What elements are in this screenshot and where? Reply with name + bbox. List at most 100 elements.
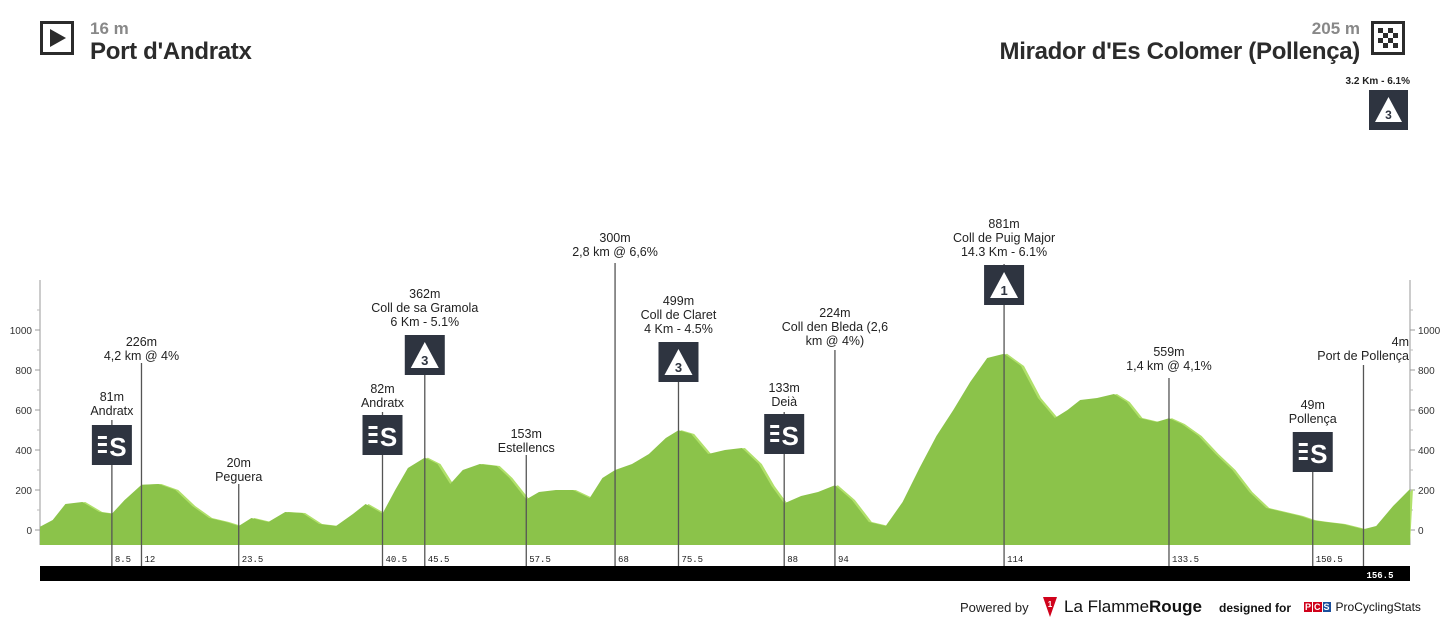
x-tick-label: 0: [42, 553, 48, 565]
annotation-label: 82m: [370, 382, 394, 396]
annotation-label: 4,2 km @ 4%: [104, 349, 179, 363]
svg-text:3: 3: [421, 353, 428, 368]
annotation-label: 2,8 km @ 6,6%: [572, 245, 658, 259]
annotation-label: Coll de Puig Major: [953, 231, 1055, 245]
x-tick-box: [1363, 567, 1400, 580]
annotation-label: 49m: [1301, 398, 1325, 412]
svg-text:S: S: [109, 432, 126, 462]
sprint-badge-icon: S: [1292, 432, 1333, 472]
y-tick-label: 400: [15, 446, 32, 457]
flamme-text-b: Rouge: [1149, 597, 1202, 616]
annotation-label: 881m: [988, 217, 1019, 231]
annotation-label: 224m: [819, 306, 850, 320]
svg-text:3: 3: [675, 360, 682, 375]
powered-by-label: Powered by: [960, 600, 1029, 615]
svg-text:S: S: [1310, 439, 1327, 469]
climb-category-badge: 3: [404, 335, 445, 375]
annotation-label: 6 Km - 5.1%: [390, 315, 459, 329]
climb-category-badge: 3: [658, 342, 699, 382]
sprint-badge-icon: S: [91, 425, 132, 465]
la-flamme-rouge-logo[interactable]: 1 La Flamme Rouge: [1043, 597, 1202, 617]
annotation-label: Coll de Claret: [641, 308, 717, 322]
annotation-label: 226m: [126, 335, 157, 349]
x-tick-label: 88: [787, 555, 798, 565]
start-icon: [40, 21, 74, 55]
x-tick-label: 12: [144, 555, 155, 565]
x-tick-label: 45.5: [428, 555, 450, 565]
x-tick-label: 133.5: [1172, 555, 1199, 565]
annotation-label: Peguera: [215, 470, 262, 484]
checkered-flag-icon: [1371, 21, 1405, 55]
annotation-label: Andratx: [361, 396, 405, 410]
annotation-label: 81m: [100, 390, 124, 404]
y-tick-label: 800: [1418, 366, 1435, 377]
annotation-label: 499m: [663, 294, 694, 308]
annotation-label: km @ 4%): [806, 334, 865, 348]
y-tick-label: 0: [26, 526, 32, 537]
annotation-label: Coll den Bleda (2,6: [782, 320, 888, 334]
annotation-label: Pollença: [1289, 412, 1337, 426]
annotation-label: 559m: [1153, 345, 1184, 359]
annotation-label: 153m: [511, 427, 542, 441]
y-tick-label: 1000: [1418, 326, 1441, 337]
x-tick-label: 94: [838, 555, 849, 565]
svg-text:3: 3: [1385, 108, 1392, 122]
y-tick-label: 1000: [10, 326, 33, 337]
svg-text:S: S: [782, 421, 799, 451]
y-tick-label: 600: [15, 406, 32, 417]
distance-bar: [40, 566, 1410, 581]
pcs-letter-s: S: [1322, 602, 1331, 612]
flamme-rouge-icon: 1: [1043, 597, 1057, 617]
x-tick-label: 57.5: [529, 555, 551, 565]
annotation-label: 133m: [769, 381, 800, 395]
annotation-label: 14.3 Km - 6.1%: [961, 245, 1047, 259]
annotation-label: 300m: [599, 231, 630, 245]
pcs-letter-p: P: [1304, 602, 1313, 612]
sprint-badge-icon: S: [764, 414, 805, 454]
pcs-letter-c: C: [1313, 602, 1322, 612]
y-tick-label: 800: [15, 366, 32, 377]
x-tick-label: 114: [1007, 555, 1023, 565]
finish-location: Mirador d'Es Colomer (Pollença): [999, 38, 1361, 65]
sprint-badge-icon: S: [362, 415, 403, 455]
y-tick-label: 0: [1418, 526, 1424, 537]
annotation-label: Andratx: [90, 404, 134, 418]
annotation-label: Port de Pollença: [1317, 349, 1409, 363]
svg-text:S: S: [380, 422, 397, 452]
start-location: Port d'Andratx: [90, 38, 252, 65]
finish-category-badge: 3: [1369, 90, 1408, 130]
profile-area: [40, 353, 1410, 545]
annotation-label: 4 Km - 4.5%: [644, 322, 713, 336]
flamme-text-a: La Flamme: [1064, 597, 1150, 616]
annotation-label: Coll de sa Gramola: [371, 301, 478, 315]
annotation-label: 4m: [1392, 335, 1409, 349]
finish-altitude: 205 m: [1311, 19, 1360, 38]
svg-text:1: 1: [1000, 283, 1007, 298]
finish-climb-info: 3.2 Km - 6.1%: [1345, 76, 1410, 87]
y-tick-label: 200: [15, 486, 32, 497]
x-tick-label: 162: [1389, 553, 1407, 565]
annotation-label: Estellencs: [498, 441, 555, 455]
x-tick-label: 150.5: [1316, 555, 1343, 565]
x-tick-label: 68: [618, 555, 629, 565]
y-tick-label: 600: [1418, 406, 1435, 417]
annotation-label: 1,4 km @ 4,1%: [1126, 359, 1212, 373]
x-tick-label: 75.5: [681, 555, 703, 565]
climb-category-badge: 1: [984, 265, 1025, 305]
y-tick-label: 200: [1418, 486, 1435, 497]
x-tick-label: 23.5: [242, 555, 264, 565]
annotation-label: 362m: [409, 287, 440, 301]
annotation-label: Deià: [771, 395, 797, 409]
annotation-label: 20m: [227, 456, 251, 470]
pcs-name: ProCyclingStats: [1335, 600, 1421, 614]
designed-for-label: designed for: [1219, 601, 1292, 615]
x-tick-label: 156.5: [1366, 571, 1393, 581]
x-tick-label: 40.5: [386, 555, 408, 565]
y-tick-label: 400: [1418, 446, 1435, 457]
start-altitude: 16 m: [90, 19, 129, 38]
x-tick-label: 8.5: [115, 555, 131, 565]
svg-text:1: 1: [1048, 600, 1053, 609]
